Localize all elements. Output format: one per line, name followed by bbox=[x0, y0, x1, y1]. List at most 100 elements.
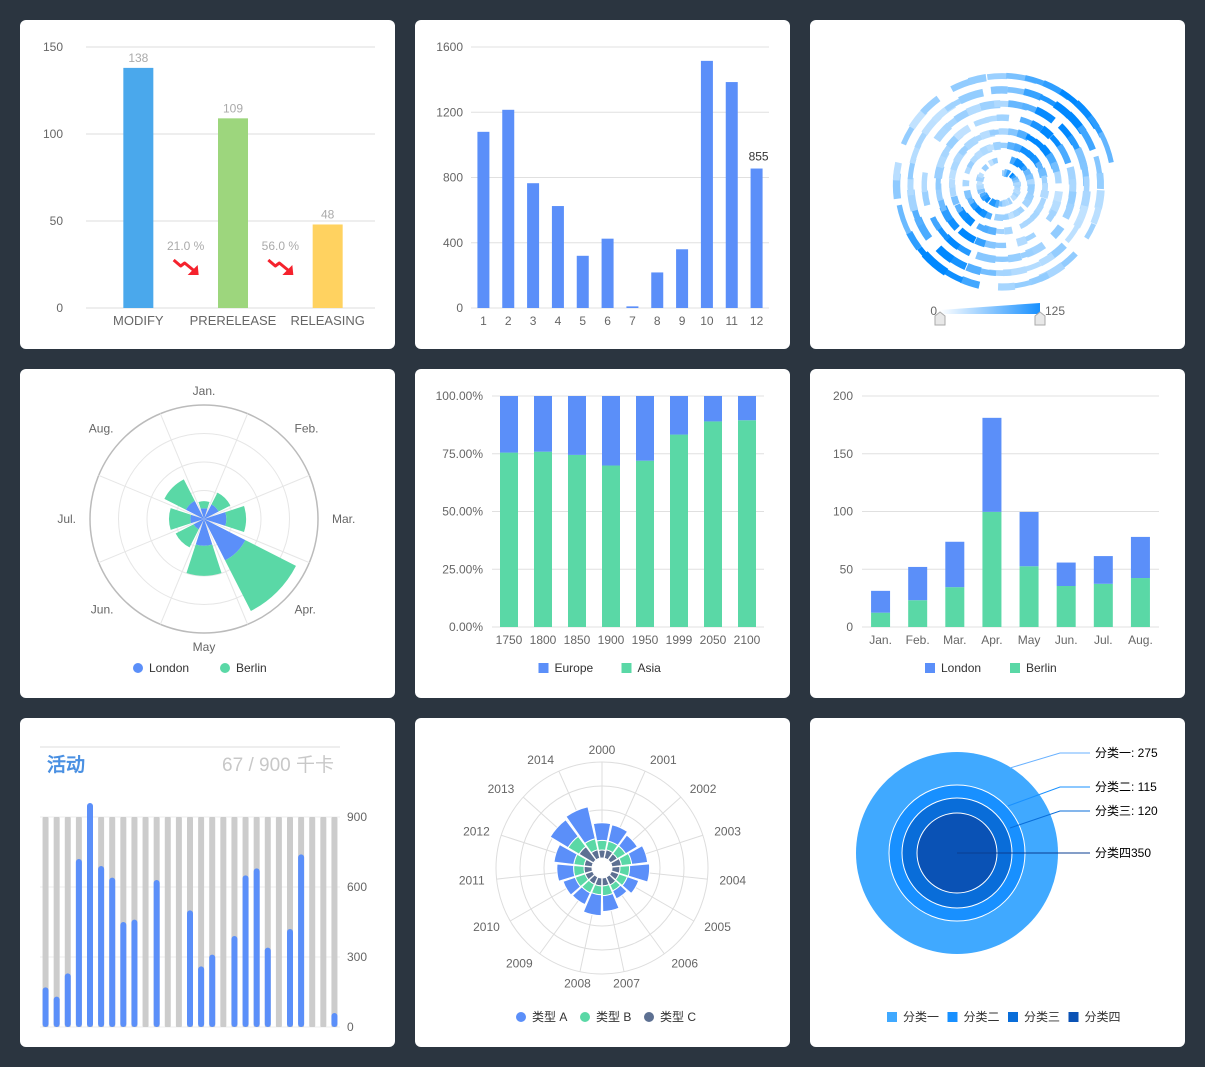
spiral-cell bbox=[1034, 106, 1056, 124]
spiral-cell bbox=[996, 114, 1010, 122]
spiral-cell bbox=[1098, 131, 1114, 163]
spiral-cell bbox=[958, 88, 984, 105]
polar-bar-segment bbox=[549, 819, 579, 849]
polar-bar-segment bbox=[596, 839, 608, 851]
bar-segment bbox=[871, 612, 891, 627]
angle-label: Apr. bbox=[295, 603, 316, 617]
spiral-cell bbox=[1010, 194, 1018, 202]
y-tick-label: 75.00% bbox=[442, 447, 483, 461]
polar-bar-segment bbox=[611, 884, 628, 900]
bar-segment bbox=[704, 396, 722, 422]
polar-bar-segment bbox=[225, 506, 247, 532]
y-tick-label: 100 bbox=[833, 505, 853, 519]
bar-background bbox=[309, 817, 316, 1027]
spiral-cell bbox=[992, 141, 1001, 151]
polar-bar-segment bbox=[617, 834, 639, 855]
bar bbox=[750, 168, 763, 308]
spiral-cell bbox=[993, 100, 1010, 108]
bar-segment bbox=[738, 396, 756, 421]
spiral-cell bbox=[992, 157, 999, 165]
legend-marker bbox=[644, 1012, 654, 1022]
polar-bar-segment bbox=[169, 508, 191, 530]
spiral-cell bbox=[1008, 172, 1016, 179]
legend-marker bbox=[1068, 1012, 1079, 1022]
spiral-cell bbox=[976, 223, 989, 234]
bar bbox=[264, 947, 271, 1027]
trend-down-arrow-icon bbox=[187, 265, 199, 275]
spiral-cell bbox=[943, 117, 959, 132]
spiral-cell bbox=[975, 251, 996, 264]
angle-grid-line bbox=[203, 518, 310, 564]
angle-label: Feb. bbox=[295, 421, 319, 435]
bar-background bbox=[42, 817, 49, 1027]
spiral-cell bbox=[983, 195, 991, 204]
spiral-cell bbox=[941, 267, 964, 283]
spiral-cell bbox=[1038, 252, 1056, 267]
y-tick-label: 900 bbox=[347, 810, 367, 824]
spiral-cell bbox=[896, 204, 912, 235]
trend-down-arrow-icon bbox=[267, 258, 292, 274]
spiral-cell bbox=[1014, 187, 1021, 192]
bar bbox=[231, 936, 238, 1027]
bar bbox=[253, 868, 260, 1027]
radial-grid-circle bbox=[146, 461, 262, 577]
spiral-cell bbox=[1087, 114, 1105, 138]
spiral-cell bbox=[963, 189, 973, 200]
bar bbox=[551, 206, 564, 308]
y-tick-label: 0 bbox=[347, 1020, 354, 1034]
bar bbox=[75, 859, 82, 1027]
visual-map-handle-icon bbox=[934, 311, 946, 326]
y-tick-label: 1600 bbox=[436, 40, 463, 54]
spiral-cell bbox=[1009, 156, 1018, 166]
spiral-cell bbox=[1039, 190, 1050, 199]
bar-segment bbox=[945, 587, 965, 627]
spiral-cell bbox=[1001, 214, 1010, 221]
bar-background bbox=[53, 817, 60, 1027]
spiral-cell bbox=[921, 172, 928, 193]
spiral-cell bbox=[1013, 157, 1023, 168]
angle-label: 2005 bbox=[704, 920, 731, 934]
polar-bar-segment bbox=[556, 863, 576, 882]
chart-card-stacked: 0 50 100 150 200 Jan. Feb. Mar. Apr. May Jun. Jul. A… bbox=[810, 369, 1185, 698]
polar-bar-segment bbox=[562, 876, 582, 896]
legend-label: 分类二 bbox=[964, 1010, 1000, 1024]
spiral-cell bbox=[892, 161, 902, 181]
spiral-cell bbox=[1077, 124, 1096, 151]
y-tick-label: 0.00% bbox=[449, 620, 483, 634]
data-label: 48 bbox=[321, 207, 335, 221]
bar-segment bbox=[636, 460, 654, 627]
spiral-cell bbox=[906, 230, 922, 251]
polar-bar-segment bbox=[193, 519, 204, 530]
bar bbox=[209, 954, 216, 1027]
spiral-cell bbox=[978, 208, 988, 219]
y-tick-label: 0 bbox=[56, 301, 63, 315]
y-tick-label: 150 bbox=[43, 40, 63, 54]
spiral-cell bbox=[947, 217, 960, 231]
polar-bar-segment bbox=[198, 501, 210, 509]
polar-bar-segment bbox=[175, 524, 199, 548]
spiral-cell bbox=[1053, 170, 1062, 184]
spiral-cell bbox=[921, 190, 931, 207]
spiral-cell bbox=[1001, 200, 1006, 207]
angle-label: Jan. bbox=[193, 384, 216, 398]
polar-bar-segment bbox=[627, 844, 649, 865]
trend-down-arrow-icon bbox=[282, 265, 294, 275]
spiral-cell bbox=[990, 86, 1008, 95]
spiral-cell bbox=[966, 160, 975, 169]
angle-label: 2003 bbox=[714, 825, 741, 839]
x-tick-label: 1 bbox=[480, 314, 487, 328]
polar-bar-segment bbox=[565, 806, 596, 845]
angle-label: 2006 bbox=[671, 956, 698, 970]
spiral-heatmap-chart: 0 125 bbox=[892, 72, 1114, 326]
x-tick-label: 7 bbox=[629, 314, 636, 328]
x-tick-label: Jan. bbox=[869, 633, 892, 647]
spiral-cell bbox=[1028, 272, 1050, 286]
legend-marker bbox=[1010, 663, 1020, 673]
bar-segment bbox=[908, 566, 928, 601]
x-tick-label: 1750 bbox=[496, 633, 523, 647]
spiral-cell bbox=[937, 198, 948, 212]
radial-grid-circle bbox=[89, 404, 319, 634]
spiral-cell bbox=[984, 115, 1000, 123]
spiral-cell bbox=[979, 192, 990, 202]
